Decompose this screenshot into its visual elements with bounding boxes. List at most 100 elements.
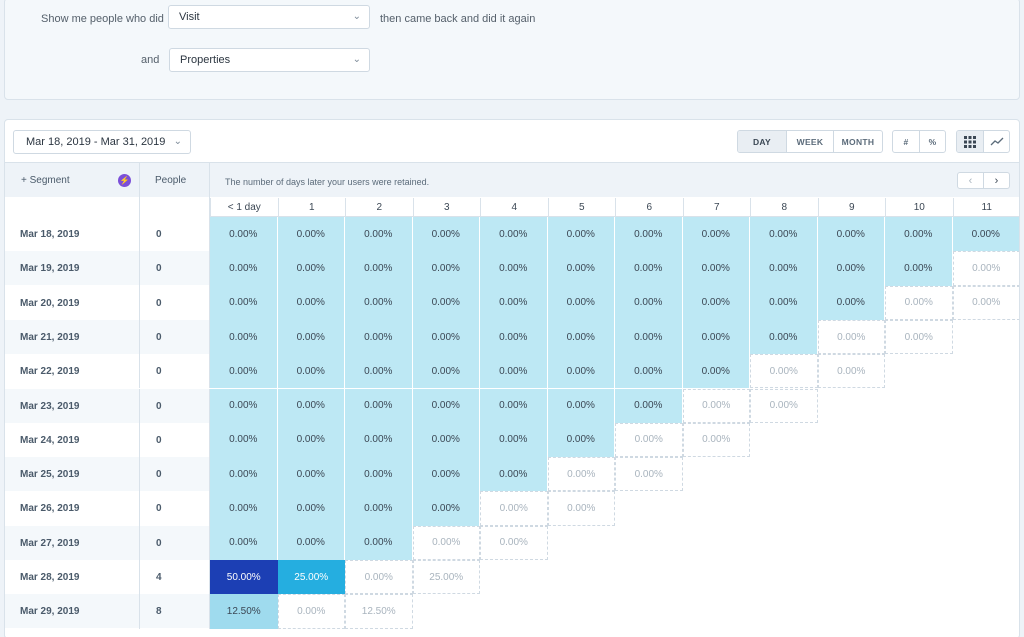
retention-cell[interactable]: 0.00%	[547, 388, 615, 423]
retention-cell[interactable]: 0.00%	[615, 217, 683, 252]
add-segment-button[interactable]: + Segment ⚡	[5, 163, 140, 198]
retention-cell[interactable]: 0.00%	[750, 217, 818, 252]
retention-cell[interactable]: 0.00%	[547, 217, 615, 252]
retention-cell[interactable]: 0.00%	[345, 457, 413, 492]
retention-cell[interactable]: 0.00%	[547, 319, 615, 355]
retention-cell[interactable]: 0.00%	[480, 457, 548, 492]
retention-cell[interactable]: 0.00%	[480, 525, 548, 560]
retention-cell[interactable]: 0.00%	[345, 388, 413, 423]
retention-cell[interactable]: 0.00%	[615, 319, 683, 355]
retention-cell[interactable]: 0.00%	[412, 319, 480, 355]
retention-cell[interactable]: 0.00%	[682, 354, 750, 389]
retention-cell[interactable]: 0.00%	[952, 217, 1019, 252]
retention-cell[interactable]: 12.50%	[345, 594, 413, 629]
retention-cell[interactable]: 0.00%	[682, 285, 750, 320]
retention-cell[interactable]: 0.00%	[277, 422, 345, 458]
retention-cell[interactable]: 0.00%	[345, 560, 413, 595]
chevron-left-icon[interactable]: ‹	[958, 173, 984, 188]
retention-cell[interactable]: 0.00%	[412, 354, 480, 389]
retention-cell[interactable]: 0.00%	[885, 217, 953, 252]
retention-cell[interactable]: 12.50%	[210, 594, 278, 629]
retention-cell[interactable]: 0.00%	[345, 285, 413, 320]
retention-cell[interactable]: 0.00%	[885, 251, 953, 286]
retention-cell[interactable]: 0.00%	[615, 285, 683, 320]
retention-cell[interactable]: 0.00%	[277, 491, 345, 526]
retention-cell[interactable]: 0.00%	[277, 354, 345, 389]
retention-cell[interactable]: 0.00%	[277, 217, 345, 252]
retention-cell[interactable]: 0.00%	[750, 354, 818, 389]
grid-view-icon[interactable]	[957, 131, 983, 152]
retention-cell[interactable]: 0.00%	[210, 319, 278, 355]
retention-cell[interactable]: 0.00%	[547, 491, 615, 526]
retention-cell[interactable]: 0.00%	[345, 491, 413, 526]
retention-cell[interactable]: 0.00%	[480, 217, 548, 252]
retention-cell[interactable]: 0.00%	[412, 388, 480, 423]
retention-cell[interactable]: 0.00%	[345, 422, 413, 458]
retention-cell[interactable]: 0.00%	[345, 251, 413, 286]
retention-cell[interactable]: 0.00%	[682, 319, 750, 355]
interval-month-button[interactable]: MONTH	[833, 131, 882, 152]
retention-cell[interactable]: 0.00%	[547, 422, 615, 458]
retention-cell[interactable]: 0.00%	[952, 251, 1019, 286]
retention-cell[interactable]: 0.00%	[345, 217, 413, 252]
retention-cell[interactable]: 25.00%	[412, 560, 480, 595]
retention-cell[interactable]: 0.00%	[480, 491, 548, 526]
retention-cell[interactable]: 0.00%	[480, 319, 548, 355]
retention-cell[interactable]: 0.00%	[210, 217, 278, 252]
retention-cell[interactable]: 0.00%	[210, 457, 278, 492]
retention-cell[interactable]: 0.00%	[817, 251, 885, 286]
retention-cell[interactable]: 0.00%	[817, 319, 885, 355]
retention-cell[interactable]: 0.00%	[210, 491, 278, 526]
retention-cell[interactable]: 0.00%	[345, 525, 413, 560]
retention-cell[interactable]: 0.00%	[480, 388, 548, 423]
retention-cell[interactable]: 0.00%	[210, 388, 278, 423]
retention-cell[interactable]: 0.00%	[277, 285, 345, 320]
retention-cell[interactable]: 0.00%	[615, 251, 683, 286]
retention-cell[interactable]: 0.00%	[412, 525, 480, 560]
retention-cell[interactable]: 0.00%	[210, 354, 278, 389]
retention-cell[interactable]: 0.00%	[480, 422, 548, 458]
retention-cell[interactable]: 0.00%	[210, 251, 278, 286]
retention-cell[interactable]: 0.00%	[480, 285, 548, 320]
retention-cell[interactable]: 0.00%	[750, 251, 818, 286]
retention-cell[interactable]: 0.00%	[210, 525, 278, 560]
retention-cell[interactable]: 0.00%	[885, 285, 953, 320]
retention-cell[interactable]: 0.00%	[885, 319, 953, 355]
date-range-picker[interactable]: Mar 18, 2019 - Mar 31, 2019 ⌄	[13, 130, 191, 154]
event-select[interactable]: Visit ⌄	[168, 5, 370, 29]
properties-select[interactable]: Properties ⌄	[169, 48, 370, 72]
retention-cell[interactable]: 0.00%	[547, 251, 615, 286]
retention-cell[interactable]: 0.00%	[817, 354, 885, 389]
retention-cell[interactable]: 0.00%	[547, 457, 615, 492]
count-mode-button[interactable]: #	[903, 136, 909, 147]
retention-cell[interactable]: 0.00%	[412, 217, 480, 252]
interval-day-button[interactable]: DAY	[738, 131, 786, 152]
retention-cell[interactable]: 0.00%	[750, 388, 818, 423]
retention-cell[interactable]: 0.00%	[547, 285, 615, 320]
retention-cell[interactable]: 0.00%	[615, 354, 683, 389]
interval-week-button[interactable]: WEEK	[786, 131, 833, 152]
retention-cell[interactable]: 0.00%	[277, 251, 345, 286]
retention-cell[interactable]: 0.00%	[412, 251, 480, 286]
percent-mode-button[interactable]: %	[919, 131, 945, 152]
retention-cell[interactable]: 0.00%	[952, 285, 1019, 320]
line-chart-icon[interactable]	[983, 131, 1009, 152]
retention-cell[interactable]: 0.00%	[345, 319, 413, 355]
retention-cell[interactable]: 50.00%	[210, 560, 278, 595]
retention-cell[interactable]: 0.00%	[480, 354, 548, 389]
retention-cell[interactable]: 0.00%	[682, 217, 750, 252]
retention-cell[interactable]: 0.00%	[277, 525, 345, 560]
chevron-right-icon[interactable]: ›	[994, 174, 999, 187]
retention-cell[interactable]: 0.00%	[277, 319, 345, 355]
retention-cell[interactable]: 0.00%	[817, 217, 885, 252]
retention-cell[interactable]: 0.00%	[277, 594, 345, 629]
retention-cell[interactable]: 25.00%	[277, 560, 345, 595]
retention-cell[interactable]: 0.00%	[817, 285, 885, 320]
retention-cell[interactable]: 0.00%	[210, 422, 278, 458]
retention-cell[interactable]: 0.00%	[547, 354, 615, 389]
retention-cell[interactable]: 0.00%	[615, 388, 683, 423]
retention-cell[interactable]: 0.00%	[682, 422, 750, 458]
retention-cell[interactable]: 0.00%	[682, 388, 750, 423]
retention-cell[interactable]: 0.00%	[682, 251, 750, 286]
retention-cell[interactable]: 0.00%	[750, 319, 818, 355]
